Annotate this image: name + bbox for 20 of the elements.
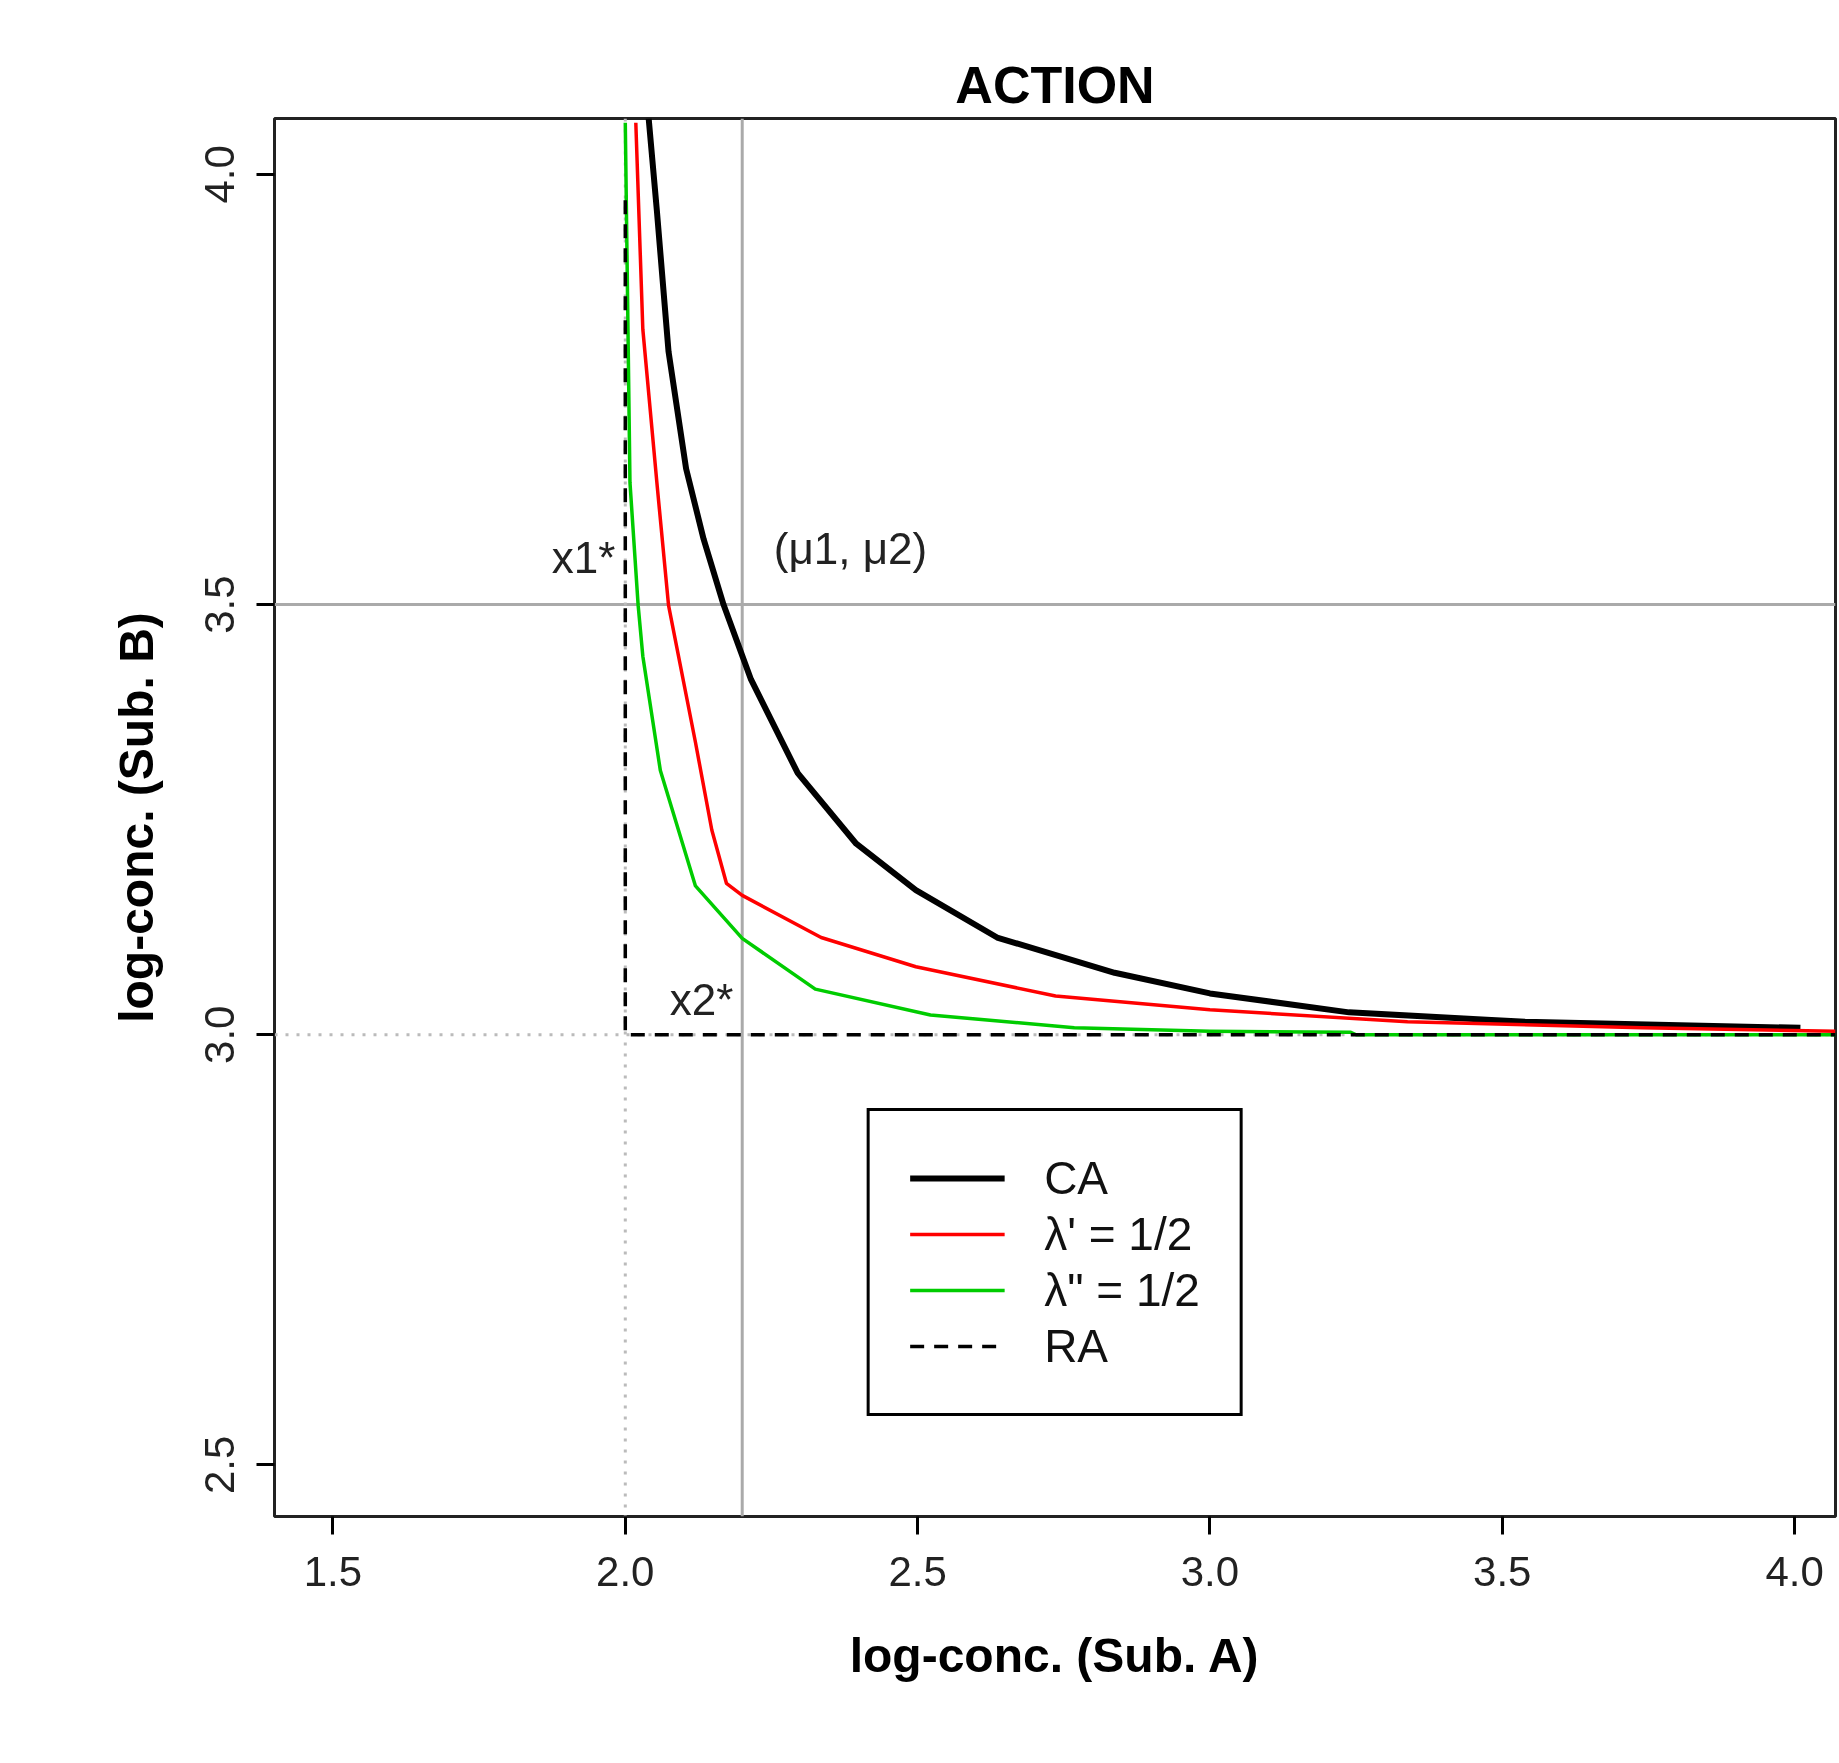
y-tick-label: 3.5 <box>196 575 244 634</box>
chart-title: ACTION <box>955 55 1155 114</box>
annotation: x1* <box>551 533 616 582</box>
x-tick-label: 4.0 <box>1765 1547 1824 1595</box>
legend-label: λ" = 1/2 <box>1044 1263 1200 1317</box>
legend-label: CA <box>1044 1151 1109 1205</box>
y-tick-label: 4.0 <box>196 145 244 204</box>
annotation: (μ1, μ2) <box>773 524 928 573</box>
x-tick-label: 2.5 <box>888 1547 947 1595</box>
x-tick-label: 3.5 <box>1473 1547 1532 1595</box>
legend-label: RA <box>1044 1319 1109 1373</box>
x-tick-label: 2.0 <box>596 1547 655 1595</box>
y-axis-title: log-conc. (Sub. B) <box>109 612 163 1023</box>
legend-label: λ' = 1/2 <box>1044 1207 1193 1261</box>
x-tick-label: 3.0 <box>1180 1547 1240 1595</box>
annotation: x2* <box>669 975 734 1024</box>
y-tick-label: 3.0 <box>196 1005 244 1064</box>
x-axis-title: log-conc. (Sub. A) <box>849 1628 1259 1682</box>
y-tick-label: 2.5 <box>196 1435 244 1495</box>
x-tick-label: 1.5 <box>303 1547 363 1595</box>
